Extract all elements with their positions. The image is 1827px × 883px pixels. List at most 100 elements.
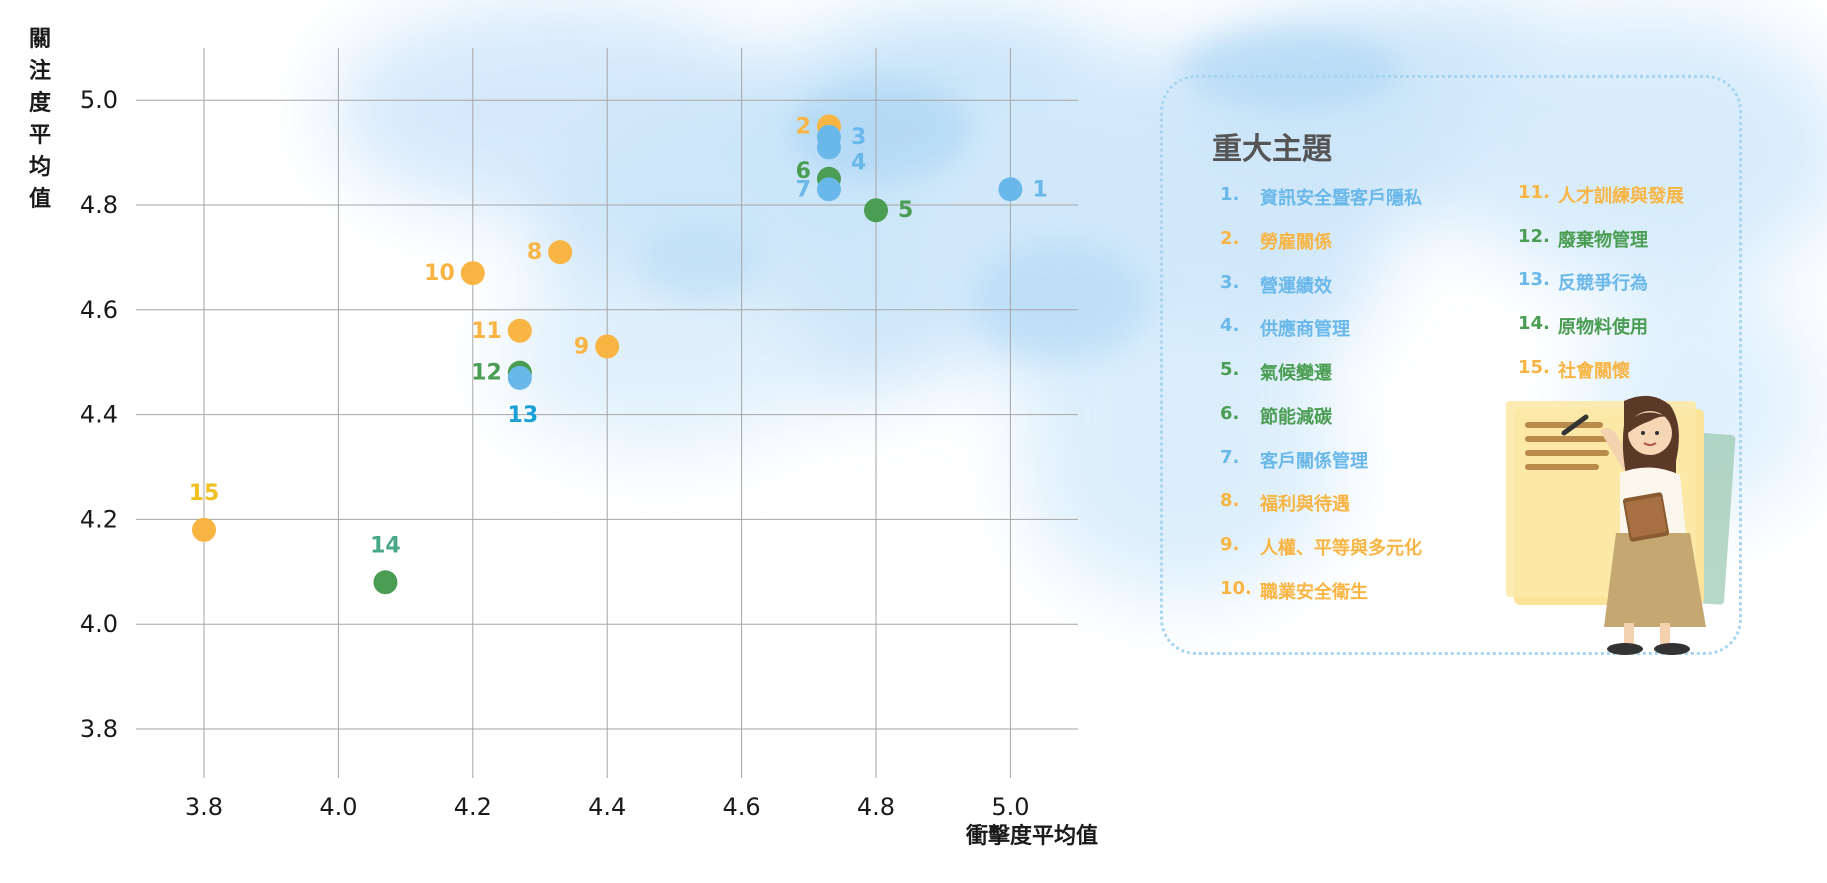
y-tick-label: 3.8 — [80, 715, 118, 743]
legend-item: 15. 社會關懷 — [1518, 357, 1630, 383]
data-label-15: 15 — [189, 481, 220, 506]
legend-item: 8. 福利與待遇 — [1220, 490, 1350, 516]
x-axis-title: 衝擊度平均值 — [965, 823, 1098, 849]
legend-item: 3. 營運績效 — [1220, 272, 1332, 298]
data-point-14 — [373, 570, 398, 595]
legend-item-text: 人權、平等與多元化 — [1260, 538, 1422, 559]
legend-item-text: 原物料使用 — [1558, 317, 1648, 338]
data-label-12: 12 — [471, 361, 502, 386]
x-tick-label: 5.0 — [991, 793, 1029, 821]
legend-item-number: 15. — [1518, 357, 1550, 378]
data-label-14: 14 — [370, 533, 401, 558]
x-tick-label: 3.8 — [185, 793, 223, 821]
legend-item-text: 節能減碳 — [1260, 407, 1332, 428]
legend-item: 10. 職業安全衛生 — [1220, 578, 1368, 604]
y-axis-title-char: 關 — [29, 27, 51, 52]
data-point-7 — [816, 177, 841, 202]
data-label-9: 9 — [574, 334, 589, 359]
legend-item: 7. 客戶關係管理 — [1220, 447, 1368, 473]
data-label-13: 13 — [508, 403, 539, 428]
legend-item-number: 4. — [1220, 315, 1240, 336]
legend-title: 重大主題 — [1212, 132, 1332, 167]
legend-item: 14. 原物料使用 — [1518, 313, 1648, 339]
x-tick-label: 4.6 — [723, 793, 761, 821]
data-label-6: 6 — [796, 159, 811, 184]
axis-ticks: 3.8 4.0 4.2 4.4 4.6 4.8 5.0 3.8 4.0 4.2 4.4 4.6 4.8 5… — [80, 86, 1030, 821]
data-point-1 — [998, 177, 1023, 202]
data-point-9 — [595, 334, 620, 359]
legend-item: 1. 資訊安全暨客戶隱私 — [1220, 184, 1422, 210]
legend-item-text: 反競爭行為 — [1558, 273, 1648, 294]
grid — [136, 48, 1078, 778]
legend-item-number: 14. — [1518, 313, 1550, 334]
legend-item-text: 氣候變遷 — [1260, 363, 1332, 384]
data-label-8: 8 — [527, 240, 542, 265]
y-tick-label: 4.0 — [80, 610, 118, 638]
teacher-illustration — [1506, 395, 1736, 655]
legend-item-text: 廢棄物管理 — [1558, 230, 1648, 251]
data-point-8 — [548, 240, 573, 265]
legend-item: 5. 氣候變遷 — [1220, 359, 1332, 385]
legend-item: 12. 廢棄物管理 — [1518, 226, 1648, 252]
data-label-7: 7 — [796, 177, 811, 202]
legend-item-text: 供應商管理 — [1260, 319, 1350, 340]
y-tick-label: 4.2 — [80, 505, 118, 533]
legend-item: 13. 反競爭行為 — [1518, 269, 1648, 295]
data-point-13 — [507, 365, 532, 390]
data-label-11: 11 — [471, 319, 502, 344]
legend-item-text: 營運績效 — [1260, 276, 1332, 297]
legend-item-text: 職業安全衛生 — [1260, 582, 1368, 603]
y-axis-title-char: 注 — [29, 58, 51, 84]
y-axis-title-char: 平 — [29, 123, 51, 148]
data-point-5 — [864, 198, 888, 223]
legend-item-number: 11. — [1518, 182, 1550, 203]
data-point-15 — [192, 517, 216, 542]
data-point-10 — [460, 261, 485, 286]
legend-item-number: 7. — [1220, 447, 1240, 468]
legend-item: 4. 供應商管理 — [1220, 315, 1350, 341]
legend-item-number: 5. — [1220, 359, 1240, 380]
data-label-1: 1 — [1032, 177, 1047, 202]
y-tick-label: 4.4 — [80, 401, 118, 429]
x-tick-label: 4.2 — [454, 793, 492, 821]
legend-item-number: 13. — [1518, 269, 1550, 290]
legend-item: 6. 節能減碳 — [1220, 403, 1332, 429]
data-label-4: 4 — [851, 150, 866, 175]
legend-item-text: 客戶關係管理 — [1260, 451, 1368, 472]
legend-item: 9. 人權、平等與多元化 — [1220, 534, 1422, 560]
x-tick-label: 4.8 — [857, 793, 895, 821]
legend-item-number: 10. — [1220, 578, 1252, 599]
legend-item-number: 6. — [1220, 403, 1240, 424]
y-axis-title-char: 度 — [29, 90, 52, 116]
data-point-11 — [507, 318, 532, 343]
legend-item-number: 8. — [1220, 490, 1240, 511]
y-axis-title-char: 均 — [29, 154, 51, 180]
legend-item-text: 社會關懷 — [1558, 361, 1630, 382]
x-tick-label: 4.0 — [319, 793, 357, 821]
legend-item-number: 9. — [1220, 534, 1240, 555]
legend-item: 11. 人才訓練與發展 — [1518, 182, 1684, 208]
data-points — [192, 114, 1023, 595]
legend-item-text: 資訊安全暨客戶隱私 — [1260, 188, 1422, 209]
legend-item-number: 3. — [1220, 272, 1240, 293]
legend-item-number: 1. — [1220, 184, 1240, 205]
data-label-2: 2 — [796, 114, 811, 139]
legend-item-text: 福利與待遇 — [1260, 494, 1350, 515]
data-label-5: 5 — [898, 198, 913, 223]
legend-item-number: 2. — [1220, 228, 1240, 249]
y-axis-title-char: 值 — [29, 186, 51, 212]
x-tick-label: 4.4 — [588, 793, 626, 821]
legend-item-number: 12. — [1518, 226, 1550, 247]
data-point-4 — [816, 135, 841, 160]
legend-item-text: 人才訓練與發展 — [1558, 186, 1684, 207]
legend-item-text: 勞雇關係 — [1260, 232, 1332, 253]
data-label-3: 3 — [851, 125, 866, 150]
y-tick-label: 4.8 — [80, 191, 118, 219]
legend-panel — [1160, 75, 1742, 655]
y-tick-label: 4.6 — [80, 296, 118, 324]
y-tick-label: 5.0 — [80, 86, 118, 114]
